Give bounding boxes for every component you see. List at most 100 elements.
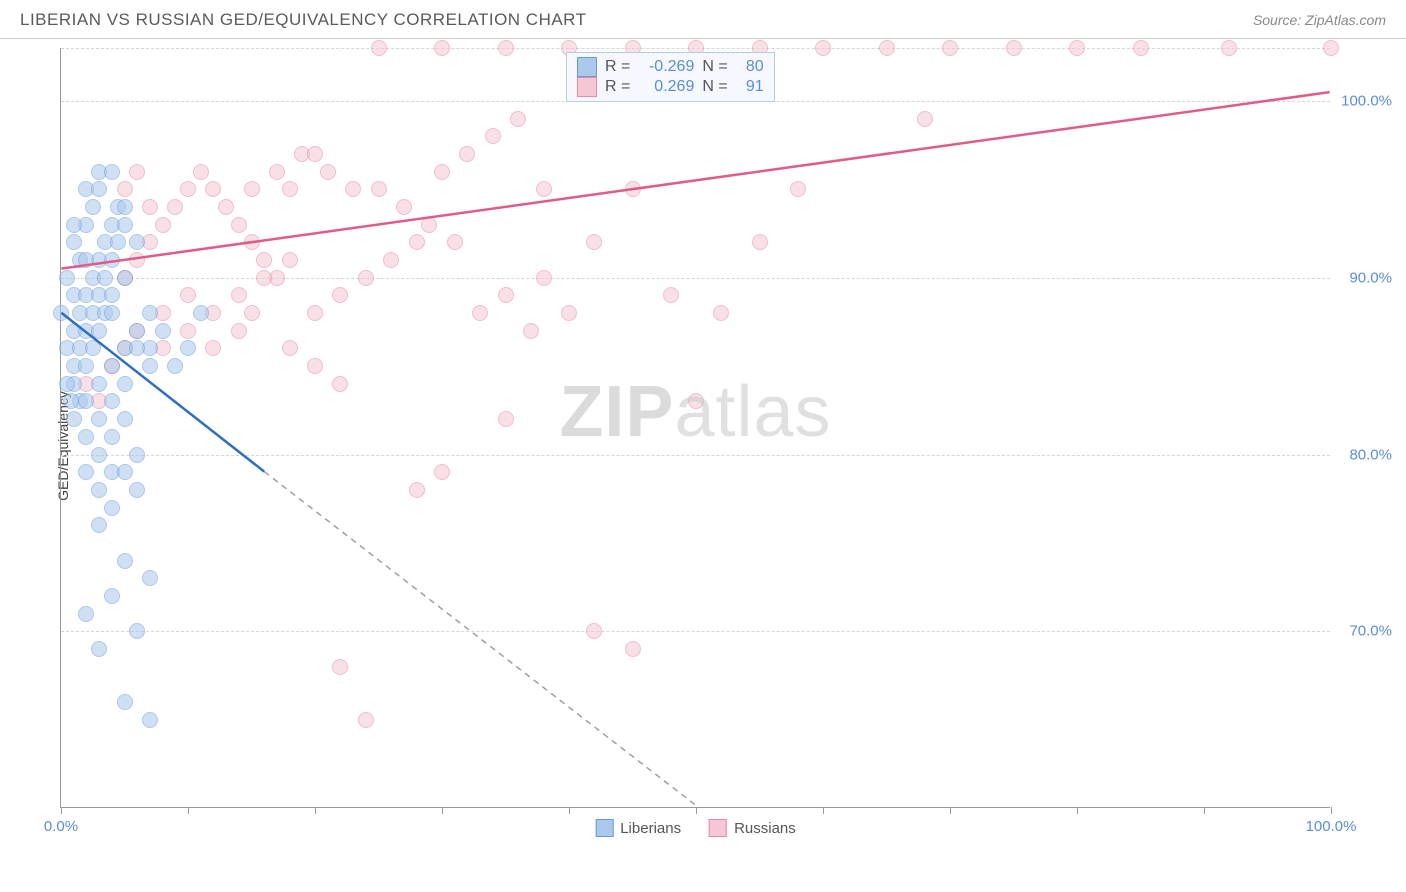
y-tick-label: 70.0%: [1349, 623, 1392, 640]
data-point-russians: [129, 252, 145, 268]
data-point-liberians: [129, 323, 145, 339]
data-point-russians: [586, 234, 602, 250]
data-point-liberians: [104, 252, 120, 268]
x-tick-mark: [315, 807, 316, 814]
data-point-liberians: [142, 305, 158, 321]
data-point-russians: [1006, 40, 1022, 56]
data-point-russians: [307, 305, 323, 321]
data-point-russians: [536, 181, 552, 197]
series-swatch-russians: [709, 819, 727, 837]
data-point-liberians: [104, 305, 120, 321]
grid-line: [61, 278, 1330, 279]
data-point-russians: [879, 40, 895, 56]
data-point-russians: [485, 128, 501, 144]
data-point-russians: [498, 411, 514, 427]
data-point-liberians: [142, 712, 158, 728]
data-point-russians: [790, 181, 806, 197]
data-point-russians: [117, 181, 133, 197]
series-swatch-liberians: [595, 819, 613, 837]
data-point-russians: [434, 464, 450, 480]
x-tick-mark: [61, 807, 62, 814]
x-tick-label: 100.0%: [1306, 818, 1357, 835]
n-value-0: 80: [736, 58, 764, 76]
data-point-liberians: [59, 376, 75, 392]
legend-swatch-russians: [577, 77, 597, 97]
data-point-liberians: [104, 164, 120, 180]
data-point-liberians: [78, 393, 94, 409]
data-point-liberians: [66, 234, 82, 250]
data-point-liberians: [91, 411, 107, 427]
data-point-liberians: [91, 181, 107, 197]
data-point-liberians: [117, 464, 133, 480]
data-point-russians: [713, 305, 729, 321]
n-label-1: N =: [702, 78, 727, 96]
data-point-russians: [231, 217, 247, 233]
data-point-russians: [815, 40, 831, 56]
data-point-russians: [231, 323, 247, 339]
data-point-liberians: [129, 623, 145, 639]
data-point-russians: [434, 164, 450, 180]
data-point-russians: [307, 358, 323, 374]
r-label-0: R =: [605, 58, 630, 76]
data-point-liberians: [117, 376, 133, 392]
x-tick-mark: [569, 807, 570, 814]
data-point-liberians: [129, 482, 145, 498]
data-point-russians: [371, 181, 387, 197]
data-point-liberians: [104, 588, 120, 604]
data-point-liberians: [78, 252, 94, 268]
data-point-liberians: [117, 217, 133, 233]
data-point-russians: [917, 111, 933, 127]
data-point-liberians: [78, 358, 94, 374]
data-point-liberians: [193, 305, 209, 321]
data-point-russians: [358, 712, 374, 728]
data-point-russians: [205, 181, 221, 197]
data-point-russians: [447, 234, 463, 250]
data-point-liberians: [78, 606, 94, 622]
data-point-russians: [142, 199, 158, 215]
data-point-russians: [1069, 40, 1085, 56]
series-legend: Liberians Russians: [595, 819, 796, 837]
data-point-liberians: [91, 641, 107, 657]
data-point-russians: [332, 659, 348, 675]
data-point-russians: [421, 217, 437, 233]
data-point-liberians: [129, 234, 145, 250]
data-point-russians: [282, 340, 298, 356]
series-label-russians: Russians: [734, 820, 796, 837]
watermark: ZIPatlas: [559, 371, 831, 453]
data-point-liberians: [66, 217, 82, 233]
data-point-russians: [180, 323, 196, 339]
chart-source: Source: ZipAtlas.com: [1253, 12, 1386, 28]
data-point-liberians: [155, 323, 171, 339]
n-label-0: N =: [702, 58, 727, 76]
data-point-liberians: [91, 323, 107, 339]
data-point-russians: [358, 270, 374, 286]
data-point-liberians: [104, 393, 120, 409]
data-point-russians: [536, 270, 552, 286]
data-point-liberians: [104, 358, 120, 374]
data-point-russians: [752, 234, 768, 250]
data-point-russians: [523, 323, 539, 339]
data-point-liberians: [167, 358, 183, 374]
data-point-liberians: [142, 358, 158, 374]
x-tick-mark: [188, 807, 189, 814]
data-point-liberians: [129, 447, 145, 463]
data-point-liberians: [91, 482, 107, 498]
data-point-liberians: [117, 694, 133, 710]
data-point-russians: [218, 199, 234, 215]
data-point-russians: [332, 287, 348, 303]
n-value-1: 91: [736, 78, 764, 96]
data-point-liberians: [117, 553, 133, 569]
data-point-russians: [409, 234, 425, 250]
regression-lines: [61, 48, 1330, 807]
x-tick-mark: [823, 807, 824, 814]
grid-line: [61, 455, 1330, 456]
data-point-russians: [167, 199, 183, 215]
watermark-zip: ZIP: [559, 372, 674, 452]
data-point-russians: [256, 252, 272, 268]
data-point-russians: [498, 287, 514, 303]
data-point-russians: [434, 40, 450, 56]
data-point-russians: [180, 181, 196, 197]
y-tick-label: 80.0%: [1349, 446, 1392, 463]
data-point-russians: [1323, 40, 1339, 56]
data-point-russians: [129, 164, 145, 180]
